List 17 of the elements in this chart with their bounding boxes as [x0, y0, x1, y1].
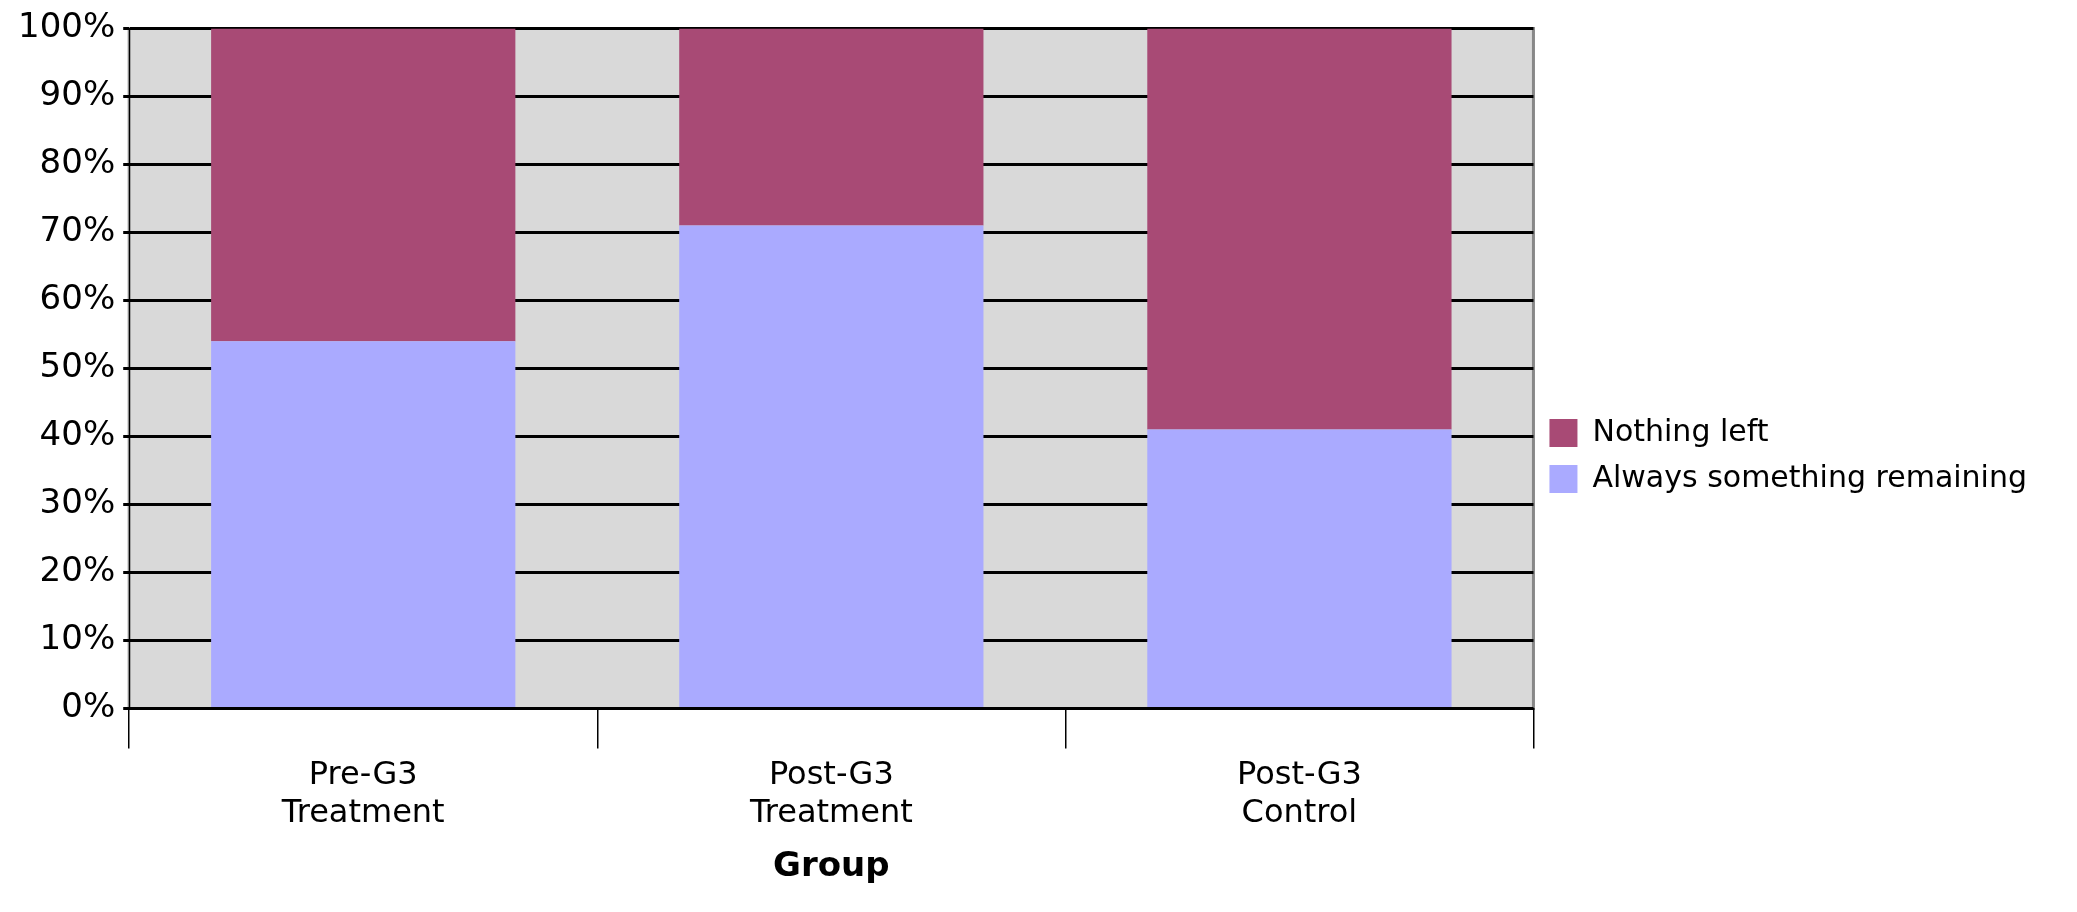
- y-tick-label: 100%: [18, 5, 116, 46]
- legend-label: Always something remaining: [1592, 458, 2027, 494]
- y-tick-label: 20%: [39, 549, 116, 590]
- y-tick-label: 60%: [39, 277, 116, 318]
- x-tick-label: Post-G3 Treatment: [748, 753, 913, 831]
- y-tick-label: 90%: [39, 73, 116, 114]
- y-tick-label: 80%: [39, 141, 116, 182]
- x-axis-title: Group: [773, 844, 890, 885]
- y-tick-label: 50%: [39, 345, 116, 386]
- y-tick-label: 40%: [39, 413, 116, 454]
- legend-label: Nothing left: [1592, 412, 1769, 448]
- y-tick-label: 10%: [39, 617, 116, 658]
- y-tick-label: 0%: [61, 685, 116, 726]
- y-tick-label: 70%: [39, 209, 116, 250]
- x-tick-label: Post-G3 Control: [1237, 753, 1362, 831]
- x-tick-label: Pre-G3 Treatment: [280, 753, 445, 831]
- y-tick-label: 30%: [39, 481, 116, 522]
